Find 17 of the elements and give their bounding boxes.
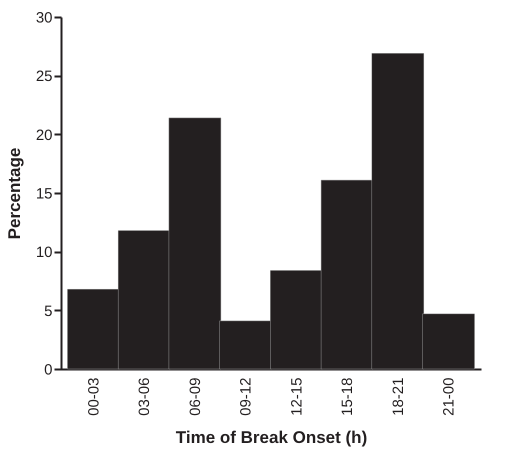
x-tick-label: 06-09 (186, 378, 204, 416)
y-tick-label: 30 (36, 10, 52, 26)
x-tick-label: 15-18 (339, 378, 356, 416)
x-tick-label: 12-15 (288, 378, 306, 416)
x-axis-title: Time of Break Onset (h) (176, 428, 368, 447)
x-tick-label: 03-06 (136, 378, 154, 416)
x-tick-label: 21-00 (440, 378, 458, 416)
y-axis-title: Percentage (4, 148, 24, 240)
y-tick-label: 10 (36, 244, 52, 262)
y-tick-label: 5 (44, 302, 52, 320)
x-tick-label: 00-03 (85, 378, 102, 416)
y-tick-label: 20 (36, 126, 52, 144)
x-tick-label: 09-12 (238, 378, 255, 416)
x-tick-label: 18-21 (390, 378, 407, 416)
y-tick-label: 15 (36, 186, 52, 202)
y-tick-label: 25 (36, 68, 52, 86)
y-tick-label: 0 (44, 362, 52, 378)
